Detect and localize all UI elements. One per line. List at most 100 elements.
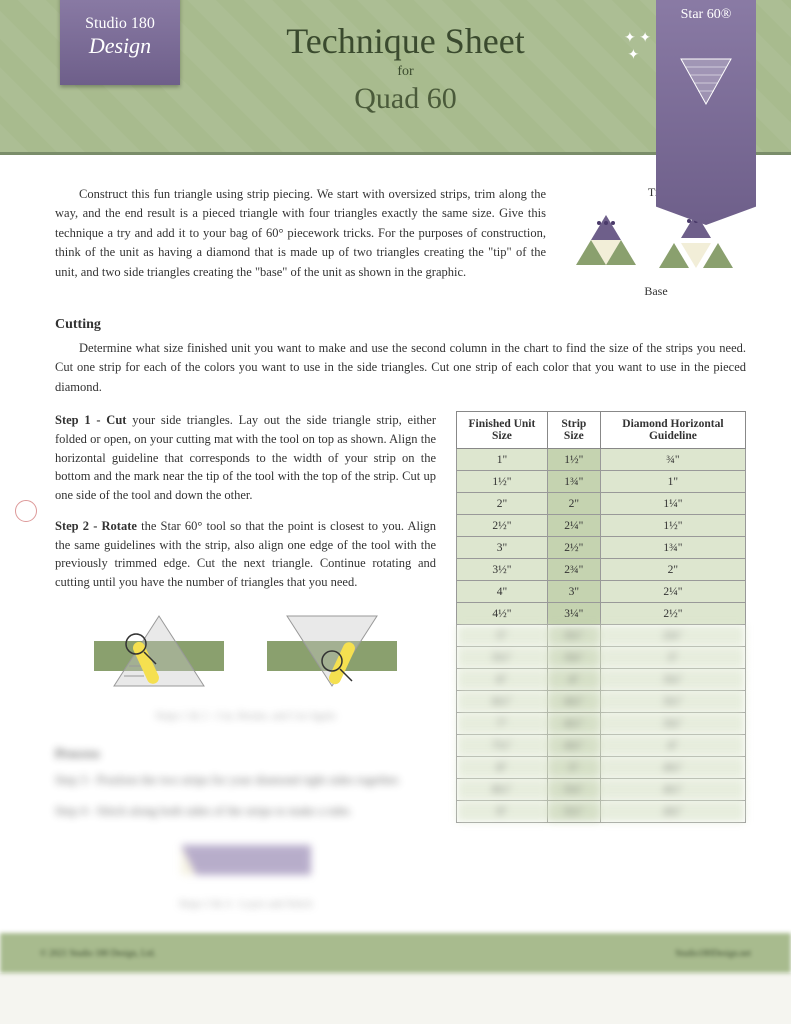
page: Studio 180 Design ✦ ✦ ✦ Technique Sheet … xyxy=(0,0,791,973)
table-cell: 3¾" xyxy=(600,713,745,735)
table-cell: 2¼" xyxy=(600,581,745,603)
logo-ribbon: Studio 180 Design xyxy=(60,0,180,85)
table-cell: 2½" xyxy=(600,603,745,625)
table-cell: 1" xyxy=(457,449,548,471)
table-cell: 4¼" xyxy=(600,757,745,779)
table-row: 1½"1¾"1" xyxy=(457,471,746,493)
table-cell: 4½" xyxy=(547,713,600,735)
table-cell: 4" xyxy=(547,669,600,691)
two-column-layout: Step 1 - Cut your side triangles. Lay ou… xyxy=(55,411,746,913)
table-row: 3½"2¾"2" xyxy=(457,559,746,581)
table-cell: 5" xyxy=(547,757,600,779)
intro-text: Construct this fun triangle using strip … xyxy=(55,185,546,299)
table-cell: 2" xyxy=(547,493,600,515)
table-row: 3"2½"1¾" xyxy=(457,537,746,559)
table-cell: 5" xyxy=(457,625,548,647)
table-cell: 3½" xyxy=(600,691,745,713)
table-row: 7½"4¾"4" xyxy=(457,735,746,757)
table-row: 1"1½"¾" xyxy=(457,449,746,471)
table-row: 2½"2¼"1½" xyxy=(457,515,746,537)
size-chart-table: Finished Unit Size Strip Size Diamond Ho… xyxy=(456,411,746,823)
cut-diagram-2 xyxy=(257,606,407,696)
table-row: 5½"3¾"3" xyxy=(457,647,746,669)
table-cell: 4¾" xyxy=(600,801,745,823)
header: Studio 180 Design ✦ ✦ ✦ Technique Sheet … xyxy=(0,0,791,155)
table-cell: 1¾" xyxy=(547,471,600,493)
table-cell: 3" xyxy=(457,537,548,559)
step-4: Step 4 - Stitch along both sides of the … xyxy=(55,802,436,821)
table-cell: 4½" xyxy=(600,779,745,801)
table-cell: 2" xyxy=(600,559,745,581)
table-cell: 1¾" xyxy=(600,537,745,559)
process-heading: Process xyxy=(55,744,436,765)
footer-url: Studio180Design.net xyxy=(675,948,751,958)
left-column: Step 1 - Cut your side triangles. Lay ou… xyxy=(55,411,436,913)
cut-diagram-row: Steps 1 & 2 - Cut, Rotate, and Cut Again xyxy=(55,606,436,724)
table-cell: 1½" xyxy=(600,515,745,537)
table-cell: 2¼" xyxy=(547,515,600,537)
table-cell: 6½" xyxy=(457,691,548,713)
table-cell: 5½" xyxy=(547,801,600,823)
table-cell: 5¼" xyxy=(547,779,600,801)
table-cell: 3¼" xyxy=(600,669,745,691)
table-cell: 7½" xyxy=(457,735,548,757)
cut-diagram-1 xyxy=(84,606,234,696)
table-row: 6½"4¼"3½" xyxy=(457,691,746,713)
table-cell: 1" xyxy=(600,471,745,493)
table-row: 9"5½"4¾" xyxy=(457,801,746,823)
table-cell: 9" xyxy=(457,801,548,823)
table-row: 8"5"4¼" xyxy=(457,757,746,779)
product-name: Star 60® xyxy=(656,7,756,23)
right-column: Finished Unit Size Strip Size Diamond Ho… xyxy=(456,411,746,913)
table-row: 6"4"3¼" xyxy=(457,669,746,691)
ruler-triangle-icon xyxy=(676,49,736,109)
table-cell: 2½" xyxy=(547,537,600,559)
table-cell: 3¼" xyxy=(547,603,600,625)
base-label: Base xyxy=(566,284,746,299)
table-row: 4"3"2¼" xyxy=(457,581,746,603)
table-cell: 1¼" xyxy=(600,493,745,515)
title-sub: Quad 60 xyxy=(200,82,611,116)
cutting-intro: Determine what size finished unit you wa… xyxy=(55,339,746,397)
table-row: 8½"5¼"4½" xyxy=(457,779,746,801)
layer-stitch-diagram xyxy=(171,835,321,885)
table-cell: 8½" xyxy=(457,779,548,801)
content: Construct this fun triangle using strip … xyxy=(0,155,791,933)
title-main: Technique Sheet xyxy=(200,20,611,62)
th-strip: Strip Size xyxy=(547,412,600,449)
table-cell: 4¼" xyxy=(547,691,600,713)
step-3: Step 3 - Position the two strips for you… xyxy=(55,771,436,790)
product-ribbon: Star 60® xyxy=(656,0,756,225)
star-decoration: ✦ ✦ ✦ xyxy=(624,30,651,64)
table-cell: 4¾" xyxy=(547,735,600,757)
copyright: © 2021 Studio 180 Design, Ltd. xyxy=(40,948,156,958)
table-cell: 6" xyxy=(457,669,548,691)
table-cell: 5½" xyxy=(457,647,548,669)
table-cell: 4" xyxy=(600,735,745,757)
table-cell: 2½" xyxy=(457,515,548,537)
table-row: 4½"3¼"2½" xyxy=(457,603,746,625)
table-row: 5"3½"2¾" xyxy=(457,625,746,647)
footer: © 2021 Studio 180 Design, Ltd. Studio180… xyxy=(0,933,791,973)
table-cell: 2¾" xyxy=(600,625,745,647)
table-cell: 3" xyxy=(547,581,600,603)
title-for: for xyxy=(200,64,611,80)
intro-row: Construct this fun triangle using strip … xyxy=(55,185,746,299)
table-cell: 7" xyxy=(457,713,548,735)
table-row: 7"4½"3¾" xyxy=(457,713,746,735)
cutting-heading: Cutting xyxy=(55,317,746,333)
th-guideline: Diamond Horizontal Guideline xyxy=(600,412,745,449)
process-section-blurred: Process Step 3 - Position the two strips… xyxy=(55,744,436,913)
logo-line1: Studio 180 xyxy=(60,15,180,33)
step-2: Step 2 - Rotate the Star 60° tool so tha… xyxy=(55,517,436,592)
table-cell: 3½" xyxy=(457,559,548,581)
step-1: Step 1 - Cut your side triangles. Lay ou… xyxy=(55,411,436,505)
table-cell: 8" xyxy=(457,757,548,779)
table-cell: 4½" xyxy=(457,603,548,625)
table-cell: 4" xyxy=(457,581,548,603)
title-block: Technique Sheet for Quad 60 xyxy=(200,20,611,116)
table-cell: 1½" xyxy=(457,471,548,493)
table-cell: 1½" xyxy=(547,449,600,471)
diagram-34-caption: Steps 3 & 4 - Layer and Stitch xyxy=(55,896,436,913)
table-cell: 2" xyxy=(457,493,548,515)
